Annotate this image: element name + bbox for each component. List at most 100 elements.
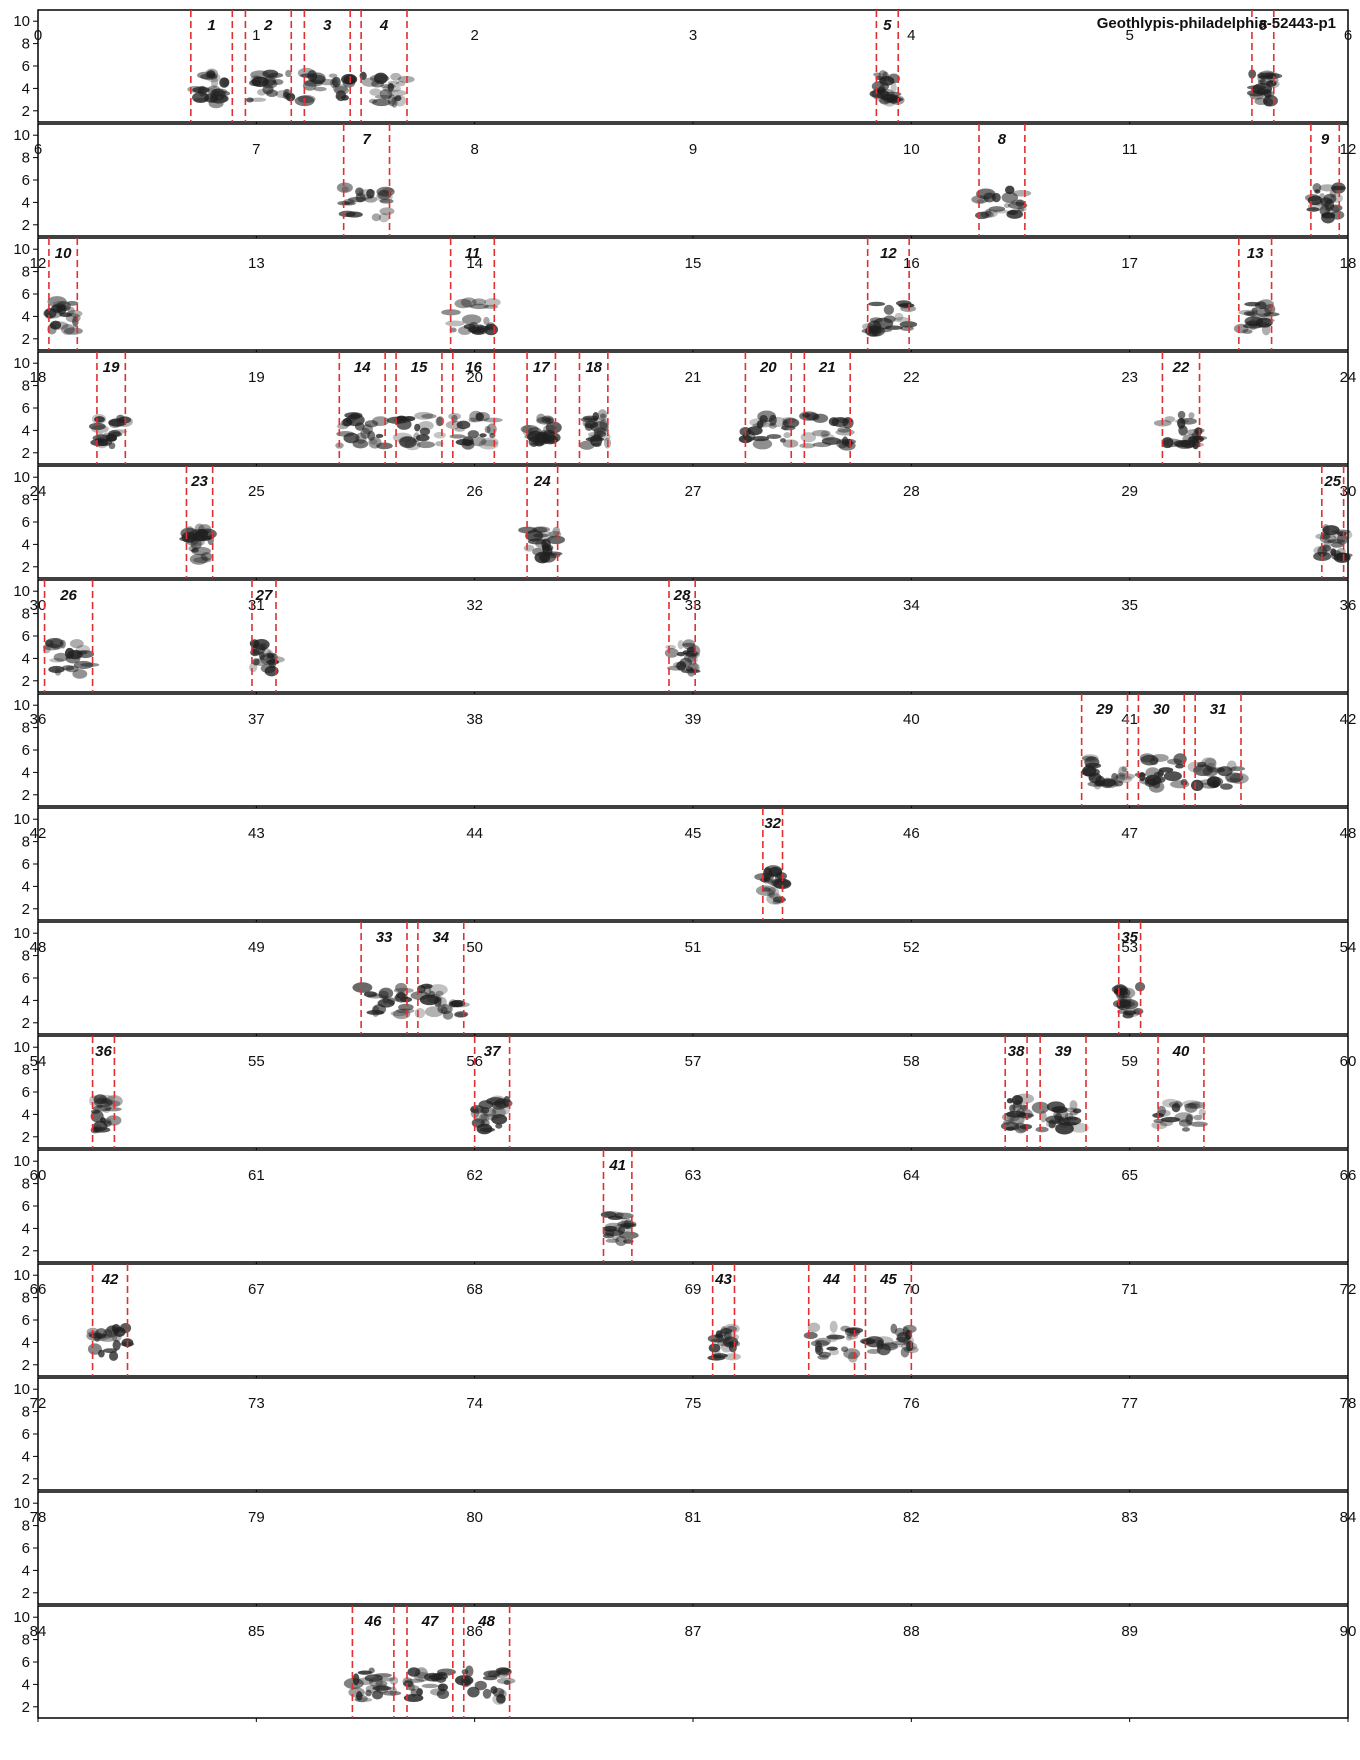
spectrogram-blob [1011,1095,1023,1105]
y-tick-label: 6 [22,1426,30,1443]
spectrogram-blob [841,1346,849,1353]
spectrogram-blob [352,982,373,993]
spectrogram-blob [395,982,408,993]
spectrogram-blob [437,1683,449,1692]
x-tick-label: 4 [907,27,915,44]
spectrogram-blob [419,427,431,436]
spectrogram-blob [1162,1098,1179,1108]
y-tick-label: 8 [22,1518,30,1535]
spectrogram-blob [468,417,478,423]
spectrogram-blob [90,1110,104,1123]
segment-label: 31 [1210,701,1227,718]
x-tick-label: 59 [1121,1053,1138,1070]
spectrogram-blob [807,1322,821,1333]
spectrogram-blob [108,419,122,429]
spectrogram-blob [415,434,430,442]
spectrogram-blob [600,1211,617,1218]
x-tick-label: 82 [903,1509,920,1526]
spectrogram-blob [491,1106,506,1119]
spectrogram-blob [436,416,445,427]
spectrogram-blob [414,411,434,420]
spectrogram-blob [1193,764,1213,777]
spectrogram-blob [44,307,57,319]
spectrogram-blob [428,1673,448,1681]
segment-label: 39 [1055,1043,1072,1060]
spectrogram-blob [1082,755,1096,761]
spectrogram-blob [1226,777,1242,784]
spectrogram-blob [1254,301,1267,310]
spectrogram-blob [1257,72,1277,79]
spectrogram-blob [390,1010,408,1017]
spectrogram-blob [1121,766,1128,772]
spectrogram-blob [1330,204,1343,212]
spectrogram-blob [249,79,262,87]
spectrogram-blob [486,423,497,435]
x-tick-label: 6 [34,141,42,158]
y-tick-label: 10 [13,1381,30,1398]
spectrogram-blob [331,76,341,88]
spectrogram-blob [252,658,260,666]
spectrogram-blob [1255,317,1273,328]
spectrogram-blob [49,637,64,650]
spectrogram-blob [708,1343,721,1353]
x-tick-label: 45 [685,825,702,842]
spectrogram-blob [710,1338,728,1343]
x-tick-label: 21 [685,369,702,386]
x-tick-label: 23 [1121,369,1138,386]
spectrogram-blob [348,1687,365,1698]
x-tick-label: 5 [1125,27,1133,44]
spectrogram-blob [582,415,599,421]
spectrogram-blob [354,1697,373,1703]
spectrogram-blob [473,1113,490,1123]
spectrogram-blob [552,526,561,536]
spectrogram-blob [614,1212,634,1220]
spectrogram-blob [483,316,490,326]
spectrogram-blob [96,1104,103,1109]
y-tick-label: 8 [22,1404,30,1421]
spectrogram-blob [1229,772,1249,784]
spectrogram-blob [1017,1112,1034,1118]
segment-label: 27 [255,587,273,604]
spectrogram-blob [47,296,67,308]
x-tick-label: 52 [903,939,920,956]
spectrogram-blob [340,419,353,427]
spectrogram-blob [1207,776,1224,787]
segment-label: 24 [533,473,551,490]
segment-label: 32 [764,815,781,832]
spectrogram-blob [335,94,344,100]
spectrogram-blob [105,1095,123,1108]
x-tick-label: 85 [248,1623,265,1640]
spectrogram-blob [542,429,556,442]
spectrogram-blob [535,539,547,548]
y-tick-label: 6 [22,1312,30,1329]
spectrogram-blob [1177,410,1186,419]
spectrogram-blob [365,1689,372,1697]
y-tick-label: 6 [22,1654,30,1671]
spectrogram-blob [1170,780,1190,789]
spectrogram-blob [592,442,602,448]
y-tick-label: 8 [22,606,30,623]
spectrogram-blob [782,416,796,424]
spectrogram-blob [418,420,434,431]
spectrogram-blob [1183,1103,1201,1109]
spectrogram-blob [414,423,421,432]
x-tick-label: 51 [685,939,702,956]
spectrogram-blob [527,538,547,545]
x-tick-label: 22 [903,369,920,386]
spectrogram-blob [1069,1100,1078,1111]
spectrogram-blob [461,314,482,325]
spectrogram-blob [319,78,336,86]
spectrogram-blob [381,1690,402,1696]
y-tick-label: 2 [22,1471,30,1488]
spectrogram-blob [390,72,402,81]
spectrogram-blob [469,303,489,310]
x-tick-label: 71 [1121,1281,1138,1298]
spectrogram-blob [336,182,353,193]
x-tick-label: 24 [30,483,47,500]
y-tick-label: 4 [22,1334,30,1351]
x-tick-label: 49 [248,939,265,956]
segment-label: 13 [1247,245,1264,262]
spectrogram-blob [707,1355,726,1361]
spectrogram-blob [723,1353,741,1361]
spectrogram-blob [328,73,338,78]
